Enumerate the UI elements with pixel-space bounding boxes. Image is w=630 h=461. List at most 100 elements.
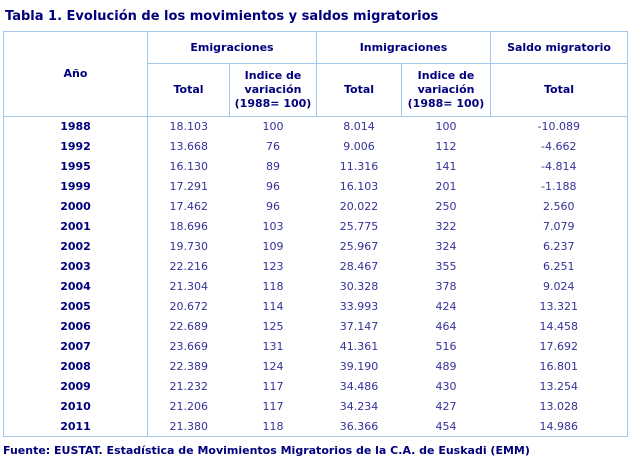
header-sub-row: Total Indice de variación (1988= 100) To… <box>4 63 629 117</box>
header-group-row: Año Emigraciones Inmigraciones Saldo mig… <box>3 31 629 117</box>
value-cell: 322 <box>435 220 457 233</box>
value-cell: 378 <box>435 280 457 293</box>
table-row: 1988 18.103 100 8.014 100 -10.089 <box>3 116 628 137</box>
value-cell: -10.089 <box>537 120 580 134</box>
year-cell: 1995 <box>3 156 148 177</box>
value-cell: 114 <box>262 300 284 313</box>
subheader-inmigraciones-indice: Indice de variación (1988= 100) <box>400 63 492 117</box>
value-cell: 117 <box>262 380 284 393</box>
table-row: 2004 21.304 118 30.328 378 9.024 <box>3 276 628 297</box>
year-cell: 2006 <box>3 316 148 337</box>
year-cell: 2000 <box>3 196 148 217</box>
value-cell: 36.366 <box>339 419 379 433</box>
value-cell: 76 <box>266 140 280 153</box>
value-cell: 355 <box>435 260 457 273</box>
value-cell: 7.079 <box>543 220 575 233</box>
value-cell: 18.696 <box>169 220 209 233</box>
value-cell: 11.316 <box>339 160 379 173</box>
header-inmigraciones: Inmigraciones <box>315 31 492 64</box>
value-cell: 13.668 <box>169 140 209 153</box>
value-cell: 89 <box>266 160 280 173</box>
year-cell: 2007 <box>3 336 148 357</box>
value-cell: 34.234 <box>339 400 379 413</box>
year-cell: 2005 <box>3 296 148 317</box>
value-cell: 33.993 <box>339 300 379 313</box>
table-row: 2001 18.696 103 25.775 322 7.079 <box>3 216 628 237</box>
value-cell: 21.304 <box>169 280 209 293</box>
value-cell: 28.467 <box>339 260 379 273</box>
migration-table: Año Emigraciones Inmigraciones Saldo mig… <box>3 31 629 437</box>
value-cell: 21.232 <box>169 380 209 393</box>
value-cell: 125 <box>262 320 284 333</box>
value-cell: 250 <box>435 200 457 213</box>
value-cell: 20.672 <box>169 300 209 313</box>
value-cell: 117 <box>262 400 284 413</box>
value-cell: 124 <box>262 360 284 373</box>
value-cell: 23.669 <box>169 340 209 353</box>
table-row: 1992 13.668 76 9.006 112 -4.662 <box>3 136 628 157</box>
table-row: 2006 22.689 125 37.147 464 14.458 <box>3 316 628 337</box>
table-row: 1995 16.130 89 11.316 141 -4.814 <box>3 156 628 177</box>
value-cell: 25.967 <box>339 240 379 253</box>
value-cell: 16.801 <box>539 360 579 373</box>
source-note: Fuente: EUSTAT. Estadística de Movimient… <box>3 444 530 457</box>
table-body: 1988 18.103 100 8.014 100 -10.089 1992 13.668 76… <box>3 116 628 437</box>
value-cell: 17.692 <box>539 340 579 353</box>
table-row: 2009 21.232 117 34.486 430 13.254 <box>3 376 628 397</box>
header-saldo: Saldo migratorio <box>490 31 629 64</box>
value-cell: 118 <box>262 419 284 433</box>
value-cell: 30.328 <box>339 280 379 293</box>
value-cell: 454 <box>435 419 457 433</box>
table-row: 2008 22.389 124 39.190 489 16.801 <box>3 356 628 377</box>
value-cell: 9.006 <box>343 140 375 153</box>
page-title: Tabla 1. Evolución de los movimientos y … <box>5 9 439 24</box>
header-emigraciones: Emigraciones <box>147 31 317 64</box>
value-cell: 8.014 <box>343 120 375 134</box>
subheader-saldo-total: Total <box>490 63 629 117</box>
table-row: 2000 17.462 96 20.022 250 2.560 <box>3 196 628 217</box>
value-cell: 324 <box>435 240 457 253</box>
value-cell: 25.775 <box>339 220 379 233</box>
value-cell: 19.730 <box>169 240 209 253</box>
value-cell: 21.206 <box>169 400 209 413</box>
value-cell: 424 <box>435 300 457 313</box>
table-row: 2010 21.206 117 34.234 427 13.028 <box>3 396 628 417</box>
value-cell: 17.462 <box>169 200 209 213</box>
value-cell: 96 <box>266 200 280 213</box>
year-cell: 2009 <box>3 376 148 397</box>
value-cell: 14.458 <box>539 320 579 333</box>
value-cell: 430 <box>435 380 457 393</box>
value-cell: 6.237 <box>543 240 575 253</box>
table-row: 2005 20.672 114 33.993 424 13.321 <box>3 296 628 317</box>
value-cell: 41.361 <box>339 340 379 353</box>
year-cell: 2010 <box>3 396 148 417</box>
value-cell: 13.254 <box>539 380 579 393</box>
value-cell: 464 <box>435 320 457 333</box>
value-cell: 109 <box>262 240 284 253</box>
value-cell: -4.662 <box>541 140 577 153</box>
year-cell: 2001 <box>3 216 148 237</box>
value-cell: 489 <box>435 360 457 373</box>
value-cell: 516 <box>435 340 457 353</box>
value-cell: 14.986 <box>539 419 579 433</box>
subheader-emigraciones-total: Total <box>147 63 230 117</box>
table-header: Año Emigraciones Inmigraciones Saldo mig… <box>3 31 629 117</box>
header-year: Año <box>3 31 148 117</box>
table-row: 1999 17.291 96 16.103 201 -1.188 <box>3 176 628 197</box>
table-row: 2003 22.216 123 28.467 355 6.251 <box>3 256 628 277</box>
year-cell: 2008 <box>3 356 148 377</box>
year-cell: 2002 <box>3 236 148 257</box>
value-cell: 22.689 <box>169 320 209 333</box>
table-row: 2007 23.669 131 41.361 516 17.692 <box>3 336 628 357</box>
value-cell: 16.130 <box>169 160 209 173</box>
table-row: 2002 19.730 109 25.967 324 6.237 <box>3 236 628 257</box>
value-cell: 141 <box>435 160 457 173</box>
value-cell: 6.251 <box>543 260 575 273</box>
value-cell: 9.024 <box>543 280 575 293</box>
value-cell: -1.188 <box>541 180 577 193</box>
value-cell: 21.380 <box>169 419 209 433</box>
subheader-inmigraciones-total: Total <box>316 63 402 117</box>
value-cell: 22.216 <box>169 260 209 273</box>
value-cell: 201 <box>435 180 457 193</box>
value-cell: 100 <box>262 120 284 134</box>
